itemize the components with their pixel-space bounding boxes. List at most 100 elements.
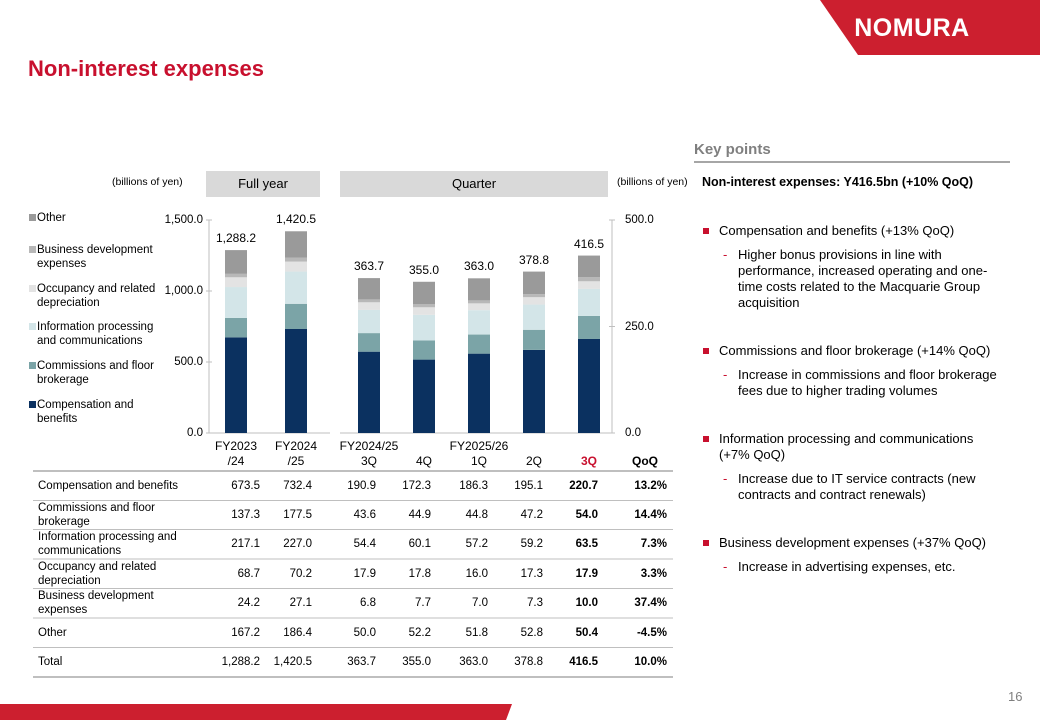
table-cell: 13.2% — [634, 480, 667, 492]
bar-segment — [413, 314, 435, 341]
y-tick-label: 0.0 — [187, 427, 203, 439]
x-tick-label: 4Q — [415, 454, 433, 468]
bar-segment — [413, 307, 435, 315]
bar-segment — [523, 294, 545, 298]
table-cell: 673.5 — [231, 480, 260, 492]
legend-swatch — [29, 323, 36, 330]
y-tick-label: 500.0 — [625, 214, 654, 226]
table-cell: 52.2 — [408, 627, 431, 639]
bar-segment — [468, 278, 490, 301]
table-cell: 17.3 — [520, 568, 543, 580]
key-points-title: Key points — [694, 141, 771, 158]
bar-segment — [413, 359, 435, 433]
bar-segment — [468, 353, 490, 433]
logo-band — [820, 0, 1040, 55]
table-cell: 43.6 — [353, 509, 376, 521]
key-point: Compensation and benefits (+13% QoQ) — [719, 223, 955, 238]
page-number: 16 — [1008, 689, 1023, 704]
y-tick-label: 1,000.0 — [164, 285, 203, 297]
bullet — [703, 540, 709, 546]
table-cell: 732.4 — [283, 480, 312, 492]
table-cell: 14.4% — [634, 509, 667, 521]
x-tick-label: FY2024/25 3Q — [339, 439, 399, 468]
table-cell: 24.2 — [237, 597, 260, 609]
table-cell: 227.0 — [283, 538, 312, 550]
legend-label: Commissions and floor brokerage — [37, 360, 154, 386]
table-cell: 7.0 — [472, 597, 488, 609]
table-cell: 60.1 — [408, 538, 431, 550]
total-label: 416.5 — [573, 236, 605, 251]
bar-segment — [358, 302, 380, 310]
row-label: Other — [38, 627, 67, 639]
table-cell: 51.8 — [465, 627, 488, 639]
panel-header-bg — [340, 171, 608, 197]
dash: - — [723, 559, 728, 574]
x-tick-label: FY2025/26 1Q — [449, 439, 509, 468]
table-cell: 59.2 — [520, 538, 543, 550]
table-header: QoQ — [632, 454, 658, 468]
y-tick-label: 500.0 — [174, 356, 203, 368]
bar-segment — [285, 328, 307, 433]
legend-swatch — [29, 214, 36, 221]
table-cell: 70.2 — [289, 568, 312, 580]
dash: - — [723, 247, 728, 262]
bar-segment — [578, 277, 600, 282]
bar-segment — [468, 300, 490, 304]
key-point-detail: Higher bonus provisions in line with per… — [738, 247, 988, 310]
bar-segment — [468, 303, 490, 311]
footer-band — [0, 704, 512, 720]
bar-segment — [225, 337, 247, 433]
row-label: Business development expenses — [38, 590, 154, 616]
dash: - — [723, 367, 728, 382]
legend-label: Business development expenses — [37, 244, 153, 270]
table-cell: 44.8 — [465, 509, 488, 521]
bar-segment — [413, 304, 435, 308]
table-cell: 54.0 — [575, 509, 598, 521]
legend-swatch — [29, 246, 36, 253]
axis-unit: (billions of yen) — [112, 176, 183, 188]
row-label: Occupancy and related depreciation — [38, 561, 157, 587]
table-cell: 37.4% — [634, 597, 667, 609]
y-tick-label: 0.0 — [625, 427, 641, 439]
table-cell: 363.0 — [459, 656, 488, 668]
bar-segment — [225, 287, 247, 318]
bar-segment — [468, 310, 490, 335]
y-tick-label: 250.0 — [625, 320, 654, 333]
x-tick-label: FY2024 /25 — [274, 439, 318, 468]
bar-segment — [285, 257, 307, 262]
table-cell: 378.8 — [514, 656, 543, 668]
x-tick-label: 2Q — [525, 454, 543, 468]
legend-label: Compensation and benefits — [37, 399, 134, 425]
table-cell: 167.2 — [231, 627, 260, 639]
bar-segment — [358, 333, 380, 352]
bar-segment — [285, 271, 307, 304]
legend-label: Occupancy and related depreciation — [37, 283, 156, 309]
table-cell: 50.4 — [575, 627, 598, 639]
table-cell: 50.0 — [353, 627, 376, 639]
total-label: 363.7 — [353, 259, 385, 274]
slide-title: Non-interest expenses — [28, 56, 264, 81]
bar-segment — [523, 329, 545, 350]
bar-segment — [225, 277, 247, 288]
bullet — [703, 436, 709, 442]
x-tick-label: FY2023 /24 — [214, 439, 258, 468]
key-point: Commissions and floor brokerage (+14% Qo… — [719, 343, 991, 358]
table-cell: 52.8 — [520, 627, 543, 639]
row-label: Information processing and communication… — [38, 531, 177, 557]
key-point: Information processing and communication… — [719, 431, 974, 462]
table-cell: 177.5 — [283, 509, 312, 521]
table-cell: 17.9 — [575, 568, 598, 580]
x-tick-label: 3Q — [580, 454, 598, 468]
total-label: 363.0 — [463, 259, 495, 274]
total-label: 378.8 — [518, 252, 550, 267]
bar-segment — [285, 261, 307, 272]
table-cell: 17.8 — [408, 568, 431, 580]
legend-swatch — [29, 285, 36, 292]
table-cell: 17.9 — [353, 568, 376, 580]
bar-segment — [358, 299, 380, 303]
table-cell: 47.2 — [520, 509, 543, 521]
table-cell: 172.3 — [402, 480, 431, 492]
bar-segment — [358, 351, 380, 433]
